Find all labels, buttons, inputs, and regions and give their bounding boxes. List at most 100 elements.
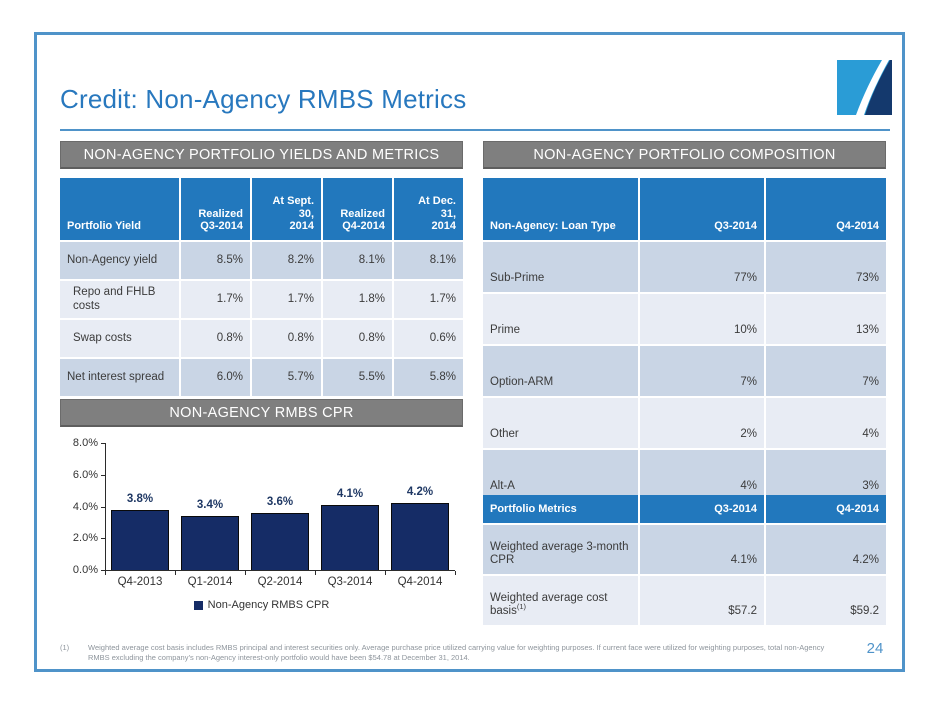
table-row: Non-Agency yield 8.5% 8.2% 8.1% 8.1% [60,242,463,279]
bar-Q4-2014 [391,503,449,570]
table-cell: 7% [640,346,764,396]
table-cell: 1.7% [394,281,463,318]
table-cell: Swap costs [60,320,179,357]
y-tick-label: 0.0% [72,564,98,576]
bar-Q3-2014 [321,504,379,570]
header-cell: Realized Q3-2014 [181,178,250,240]
table-cell: Weighted average 3-month CPR [483,525,638,574]
bar-value-label: 4.2% [406,486,434,499]
table-cell: 5.5% [323,359,392,396]
footnote: (1) Weighted average cost basis includes… [60,643,846,663]
x-category-label: Q2-2014 [257,576,303,588]
table-cell: 1.7% [252,281,321,318]
table-cell: Net interest spread [60,359,179,396]
table-cell: Sub-Prime [483,242,638,292]
table-cell: 6.0% [181,359,250,396]
company-logo [837,60,892,115]
x-category-label: Q3-2014 [327,576,373,588]
header-cell: Q3-2014 [640,178,764,240]
x-tick [175,571,176,575]
table-cell: 1.7% [181,281,250,318]
x-category-label: Q4-2013 [117,576,163,588]
table-cell: 8.5% [181,242,250,279]
header-cell: Q4-2014 [766,495,886,523]
table-cell: 4% [766,398,886,448]
table-row: Option-ARM 7% 7% [483,346,886,396]
y-tick-label: 6.0% [72,468,98,481]
table-cell: 8.1% [394,242,463,279]
table-cell: 0.6% [394,320,463,357]
table-cell: Other [483,398,638,448]
x-tick [105,571,106,575]
table-cell: $57.2 [640,576,764,625]
header-cell: Portfolio Metrics [483,495,638,523]
table-cell: 2% [640,398,764,448]
table-header-row: Non-Agency: Loan Type Q3-2014 Q4-2014 [483,178,886,240]
y-tick-label: 8.0% [72,437,98,449]
footnote-number: (1) [60,643,70,652]
table-header-row: Portfolio Metrics Q3-2014 Q4-2014 [483,495,886,523]
table-cell: 4% [640,450,764,500]
composition-table: Non-Agency: Loan Type Q3-2014 Q4-2014 Sub-P… [483,178,886,502]
x-tick [315,571,316,575]
header-cell: Q4-2014 [766,178,886,240]
bar-value-label: 4.1% [336,487,364,500]
bar-value-label: 3.6% [266,495,294,508]
table-row: Sub-Prime 77% 73% [483,242,886,292]
table-cell: Non-Agency yield [60,242,179,279]
y-tick [101,570,105,571]
table-row: Other 2% 4% [483,398,886,448]
chart-y-axis [105,443,106,570]
page-number: 24 [866,640,884,657]
table-cell: 4.1% [640,525,764,574]
table-cell: 73% [766,242,886,292]
bar-value-label: 3.8% [126,492,154,505]
x-tick [245,571,246,575]
y-tick-label: 4.0% [72,500,98,513]
table-row: Alt-A 4% 3% [483,450,886,500]
section-header-composition: NON-AGENCY PORTFOLIO COMPOSITION [483,141,886,169]
table-cell: Alt-A [483,450,638,500]
table-cell: Weighted average cost basis(1) [483,576,638,625]
table-cell: 77% [640,242,764,292]
table-row: Weighted average 3-month CPR 4.1% 4.2% [483,525,886,574]
table-cell: 5.8% [394,359,463,396]
table-cell: 5.7% [252,359,321,396]
table-cell: 0.8% [181,320,250,357]
page-title: Credit: Non-Agency RMBS Metrics [60,84,467,114]
table-cell: Repo and FHLB costs [60,281,179,318]
table-cell: $59.2 [766,576,886,625]
section-header-cpr: NON-AGENCY RMBS CPR [60,399,463,427]
x-category-label: Q4-2014 [397,576,443,588]
x-tick [385,571,386,575]
table-cell: 0.8% [323,320,392,357]
table-row: Prime 10% 13% [483,294,886,344]
bar-Q2-2014 [251,512,309,570]
table-cell: Option-ARM [483,346,638,396]
table-cell: 8.1% [323,242,392,279]
table-cell: 1.8% [323,281,392,318]
header-cell: At Dec. 31, 2014 [394,178,463,240]
y-tick [101,443,105,444]
table-cell: 8.2% [252,242,321,279]
cpr-bar-chart: Non-Agency RMBS CPR 0.0% 2.0% 4.0% 6.0% 8.0%… [60,433,463,631]
chart-legend: Non-Agency RMBS CPR [60,599,463,611]
y-tick [101,474,105,476]
y-tick [101,538,105,540]
table-row: Net interest spread 6.0% 5.7% 5.5% 5.8% [60,359,463,396]
yields-table: Portfolio Yield Realized Q3-2014 At Sept. … [60,178,463,398]
chart-x-axis [105,570,455,571]
title-underline [60,129,890,131]
table-cell: 3% [766,450,886,500]
table-cell: 10% [640,294,764,344]
table-row: Repo and FHLB costs 1.7% 1.7% 1.8% 1.7% [60,281,463,318]
bar-Q1-2014 [181,516,239,570]
legend-label: Non-Agency RMBS CPR [207,599,330,611]
table-cell: 7% [766,346,886,396]
header-cell: Portfolio Yield [60,178,179,240]
header-cell: Realized Q4-2014 [323,178,392,240]
table-cell: 4.2% [766,525,886,574]
y-tick [101,506,105,508]
table-row: Swap costs 0.8% 0.8% 0.8% 0.6% [60,320,463,357]
